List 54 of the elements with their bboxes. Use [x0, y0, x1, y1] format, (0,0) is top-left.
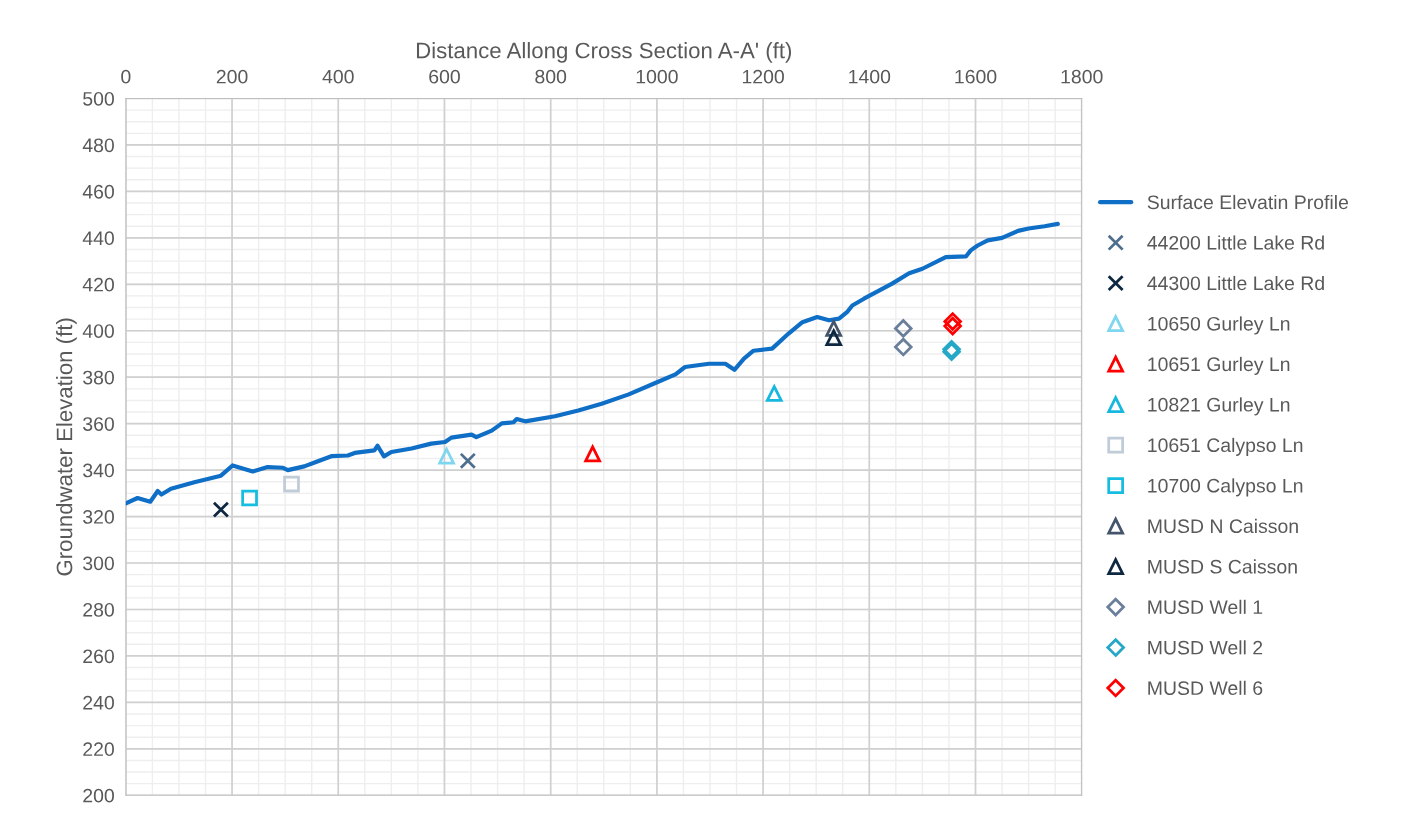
legend-label: 44200 Little Lake Rd: [1147, 235, 1324, 250]
legend-label: 10650 Gurley Ln: [1148, 316, 1290, 335]
y-tick-label: 440: [82, 231, 114, 246]
x-tick-label: 600: [429, 69, 460, 84]
y-tick-label: 400: [82, 324, 114, 338]
y-axis-title: Groundwater Elevation (ft): [56, 318, 77, 576]
x-tick-label: 1800: [1061, 69, 1103, 84]
point: [894, 337, 913, 357]
legend-label: 10651 Calypso Ln: [1148, 437, 1303, 456]
x-tick-label: 1200: [742, 69, 784, 84]
y-tick-label: 500: [83, 91, 114, 106]
point: [241, 489, 258, 507]
point: [438, 447, 455, 465]
y-tick-label: 240: [83, 695, 114, 710]
x-tick-label: 1400: [849, 69, 891, 84]
y-tick-label: 280: [83, 602, 114, 617]
legend-label: 44300 Little Lake Rd: [1147, 275, 1324, 291]
y-tick-label: 200: [83, 788, 114, 803]
y-tick-label: 320: [83, 510, 114, 524]
x-tick-label: 1000: [636, 69, 678, 84]
legend-label: MUSD Well 2: [1148, 640, 1263, 655]
legend-label: MUSD S Caisson: [1148, 559, 1297, 574]
point: [459, 452, 477, 470]
y-tick-label: 300: [83, 556, 114, 571]
x-tick-label: 200: [216, 69, 248, 84]
y-tick-label: 360: [83, 417, 114, 431]
legend-label: MUSD Well 1: [1148, 599, 1263, 615]
point: [765, 385, 783, 402]
legend-label: 10651 Gurley Ln: [1148, 356, 1290, 375]
y-tick-label: 480: [82, 138, 114, 153]
legend-label: 10700 Calypso Ln: [1148, 478, 1303, 497]
line-series: [125, 221, 1060, 506]
y-tick-label: 220: [83, 742, 114, 757]
point: [283, 475, 300, 493]
y-tick-label: 260: [83, 649, 114, 664]
y-tick-label: 420: [82, 277, 114, 292]
x-tick-label: 0: [121, 69, 131, 84]
y-tick-label: 460: [82, 184, 114, 199]
legend-label: Surface Elevatin Profile: [1147, 194, 1349, 210]
point: [894, 319, 913, 338]
x-tick-label: 800: [535, 69, 567, 84]
y-tick-label: 380: [83, 370, 114, 385]
x-axis-title: Distance Allong Cross Section A-A' (ft): [416, 42, 792, 63]
y-tick-label: 340: [83, 463, 114, 478]
point: [583, 443, 602, 463]
point: [212, 501, 230, 518]
legend-label: MUSD Well 6: [1148, 680, 1263, 696]
x-tick-label: 1600: [955, 69, 997, 84]
point: [943, 316, 962, 336]
legend-label: MUSD N Caisson: [1148, 518, 1298, 534]
point: [943, 312, 962, 331]
legend-label: 10821 Gurley Ln: [1148, 397, 1290, 416]
x-tick-label: 400: [322, 69, 354, 84]
point: [825, 329, 843, 347]
